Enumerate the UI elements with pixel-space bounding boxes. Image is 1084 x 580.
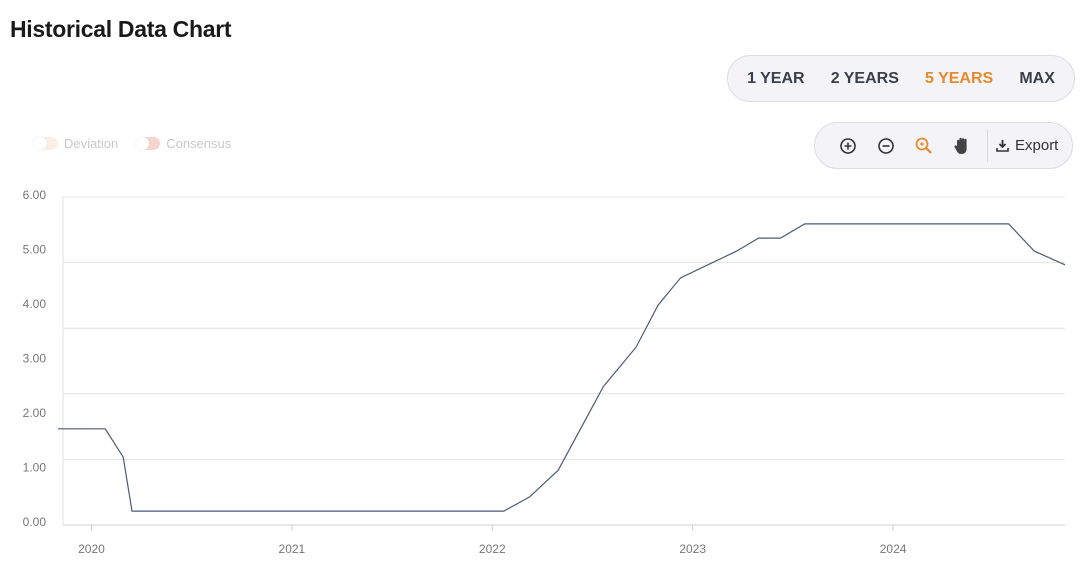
deviation-toggle[interactable] <box>34 137 58 150</box>
download-icon <box>996 140 1009 152</box>
consensus-toggle[interactable] <box>136 137 161 150</box>
range-2-years-button[interactable]: 2 YEARS <box>830 69 899 87</box>
y-tick-label: 2.00 <box>23 406 47 420</box>
legend-label: Consensus <box>166 136 232 151</box>
chart-toolbar: Export <box>814 122 1073 169</box>
export-button[interactable]: Export <box>996 137 1058 154</box>
x-tick-label: 2020 <box>78 542 105 556</box>
y-tick-label: 1.00 <box>23 461 47 475</box>
zoom-in-icon <box>840 137 856 154</box>
chart-legend: Deviation Consensus <box>34 136 231 151</box>
selection-zoom-button[interactable] <box>905 131 943 161</box>
toolbar-divider <box>987 129 988 162</box>
zoom-out-icon <box>878 137 894 154</box>
zoom-in-button[interactable] <box>829 131 867 161</box>
x-tick-label: 2024 <box>880 542 907 556</box>
y-tick-label: 4.00 <box>23 297 47 311</box>
legend-item-consensus[interactable]: Consensus <box>136 136 231 151</box>
line-chart[interactable]: 0.00 1.00 2.00 3.00 4.00 5.00 6.00 2020 2021 2022… <box>0 180 1084 580</box>
x-tick-label: 2023 <box>679 542 706 556</box>
y-tick-label: 3.00 <box>23 352 47 366</box>
y-tick-label: 5.00 <box>23 243 47 257</box>
page-title: Historical Data Chart <box>10 16 232 42</box>
y-tick-label: 6.00 <box>23 188 47 202</box>
pan-hand-icon <box>954 137 967 154</box>
y-tick-label: 0.00 <box>23 515 47 529</box>
selection-zoom-icon <box>915 137 932 154</box>
range-max-button[interactable]: MAX <box>1019 69 1055 87</box>
range-1-year-button[interactable]: 1 YEAR <box>747 69 805 87</box>
x-tick-label: 2022 <box>479 542 506 556</box>
range-selector: 1 YEAR 2 YEARS 5 YEARS MAX <box>727 55 1075 102</box>
export-label: Export <box>1015 137 1059 154</box>
pan-button[interactable] <box>943 131 981 161</box>
zoom-out-button[interactable] <box>867 131 905 161</box>
legend-item-deviation[interactable]: Deviation <box>34 136 118 151</box>
range-5-years-button[interactable]: 5 YEARS <box>925 69 994 87</box>
series-line <box>58 223 1066 512</box>
x-tick-label: 2021 <box>279 542 306 556</box>
legend-label: Deviation <box>64 136 119 151</box>
